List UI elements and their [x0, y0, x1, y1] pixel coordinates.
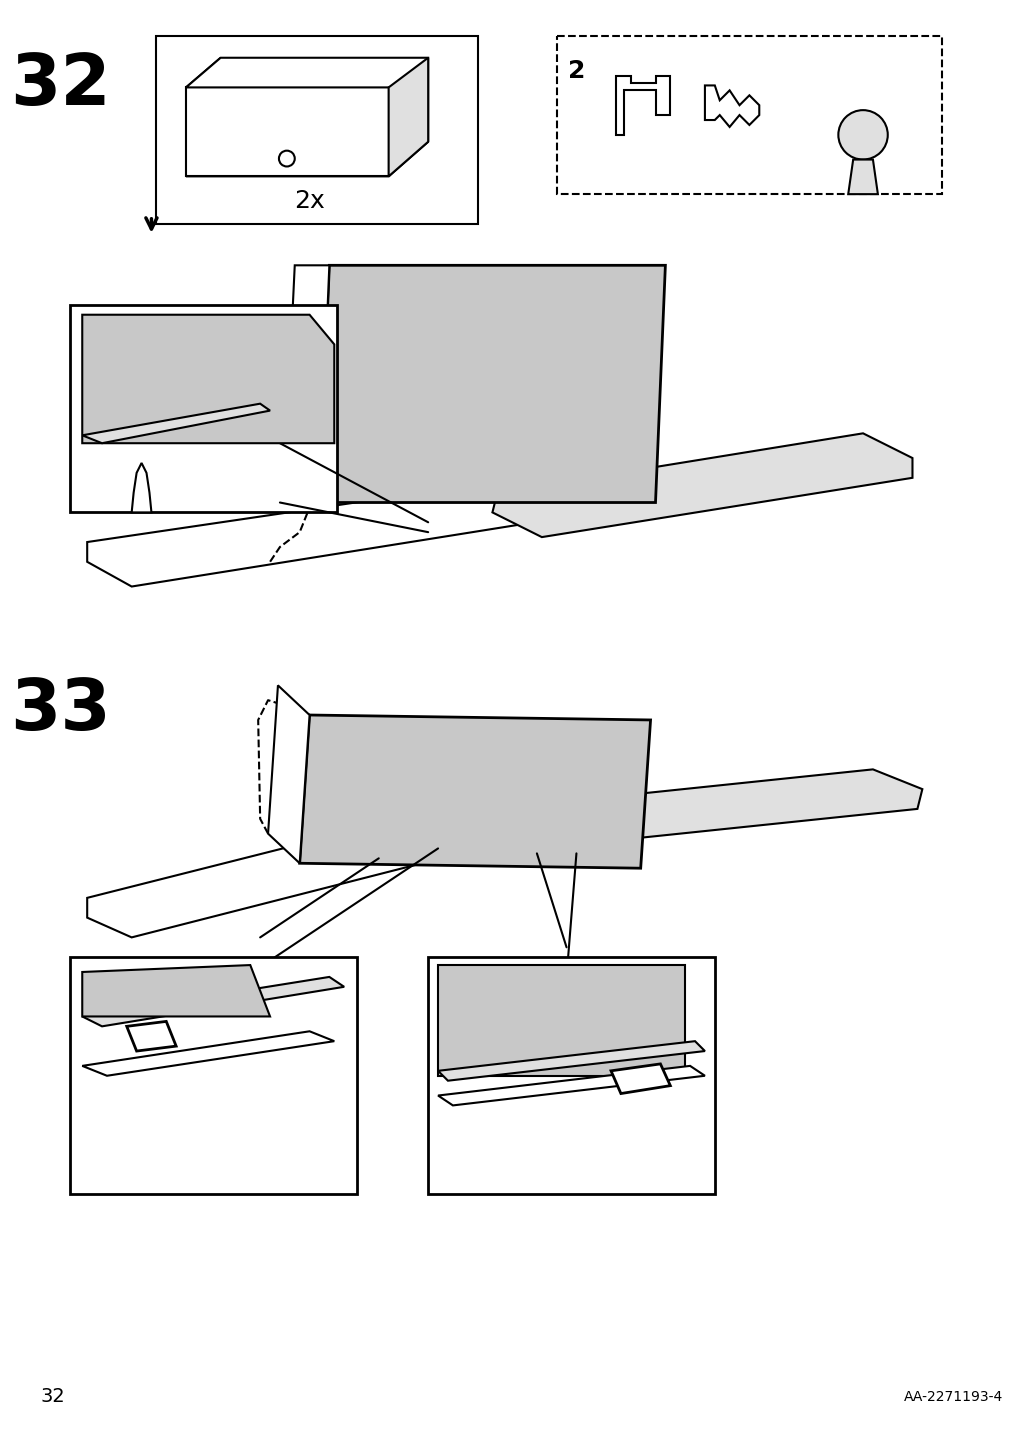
Circle shape [279, 150, 294, 166]
Polygon shape [186, 57, 220, 176]
Polygon shape [438, 1065, 705, 1106]
Bar [71, 305, 337, 513]
Polygon shape [705, 86, 758, 127]
Polygon shape [284, 265, 329, 503]
Text: AA-2271193-4: AA-2271193-4 [904, 1390, 1003, 1403]
Polygon shape [186, 142, 428, 176]
Circle shape [837, 110, 887, 159]
Polygon shape [82, 404, 270, 444]
Polygon shape [319, 265, 664, 503]
Polygon shape [616, 76, 669, 135]
Polygon shape [82, 965, 270, 1017]
Bar [71, 957, 357, 1194]
Bar [556, 36, 941, 195]
Polygon shape [438, 965, 684, 1075]
Polygon shape [268, 686, 309, 863]
Text: 2: 2 [567, 59, 584, 83]
Polygon shape [186, 87, 388, 176]
Text: 32: 32 [10, 52, 111, 120]
Polygon shape [487, 483, 541, 497]
Polygon shape [126, 1021, 176, 1051]
Polygon shape [131, 463, 152, 513]
Polygon shape [82, 977, 344, 1027]
Text: 32: 32 [40, 1388, 65, 1406]
Polygon shape [82, 315, 334, 444]
Polygon shape [438, 1041, 705, 1081]
Polygon shape [847, 159, 877, 195]
Polygon shape [87, 473, 595, 587]
Text: 2x: 2x [294, 189, 325, 213]
Polygon shape [398, 769, 921, 858]
Bar [428, 957, 714, 1194]
Polygon shape [611, 1064, 669, 1094]
Polygon shape [87, 779, 595, 938]
Polygon shape [82, 1031, 334, 1075]
Polygon shape [186, 57, 428, 142]
Text: 33: 33 [10, 676, 111, 745]
Polygon shape [388, 57, 428, 176]
Polygon shape [299, 715, 650, 868]
Bar [157, 36, 477, 223]
Polygon shape [492, 434, 912, 537]
